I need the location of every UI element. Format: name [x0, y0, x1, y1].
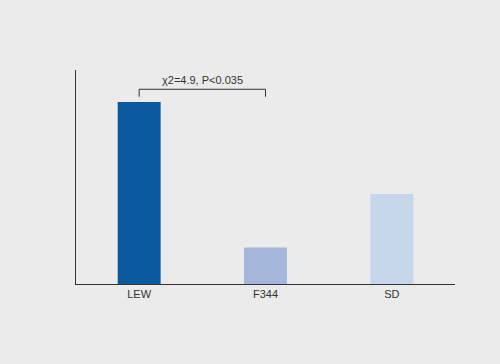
svg-text:χ2=4.9, P<0.035: χ2=4.9, P<0.035 — [162, 74, 243, 86]
svg-text:SD: SD — [384, 288, 399, 300]
svg-text:F344: F344 — [253, 288, 278, 300]
svg-text:LEW: LEW — [127, 288, 151, 300]
